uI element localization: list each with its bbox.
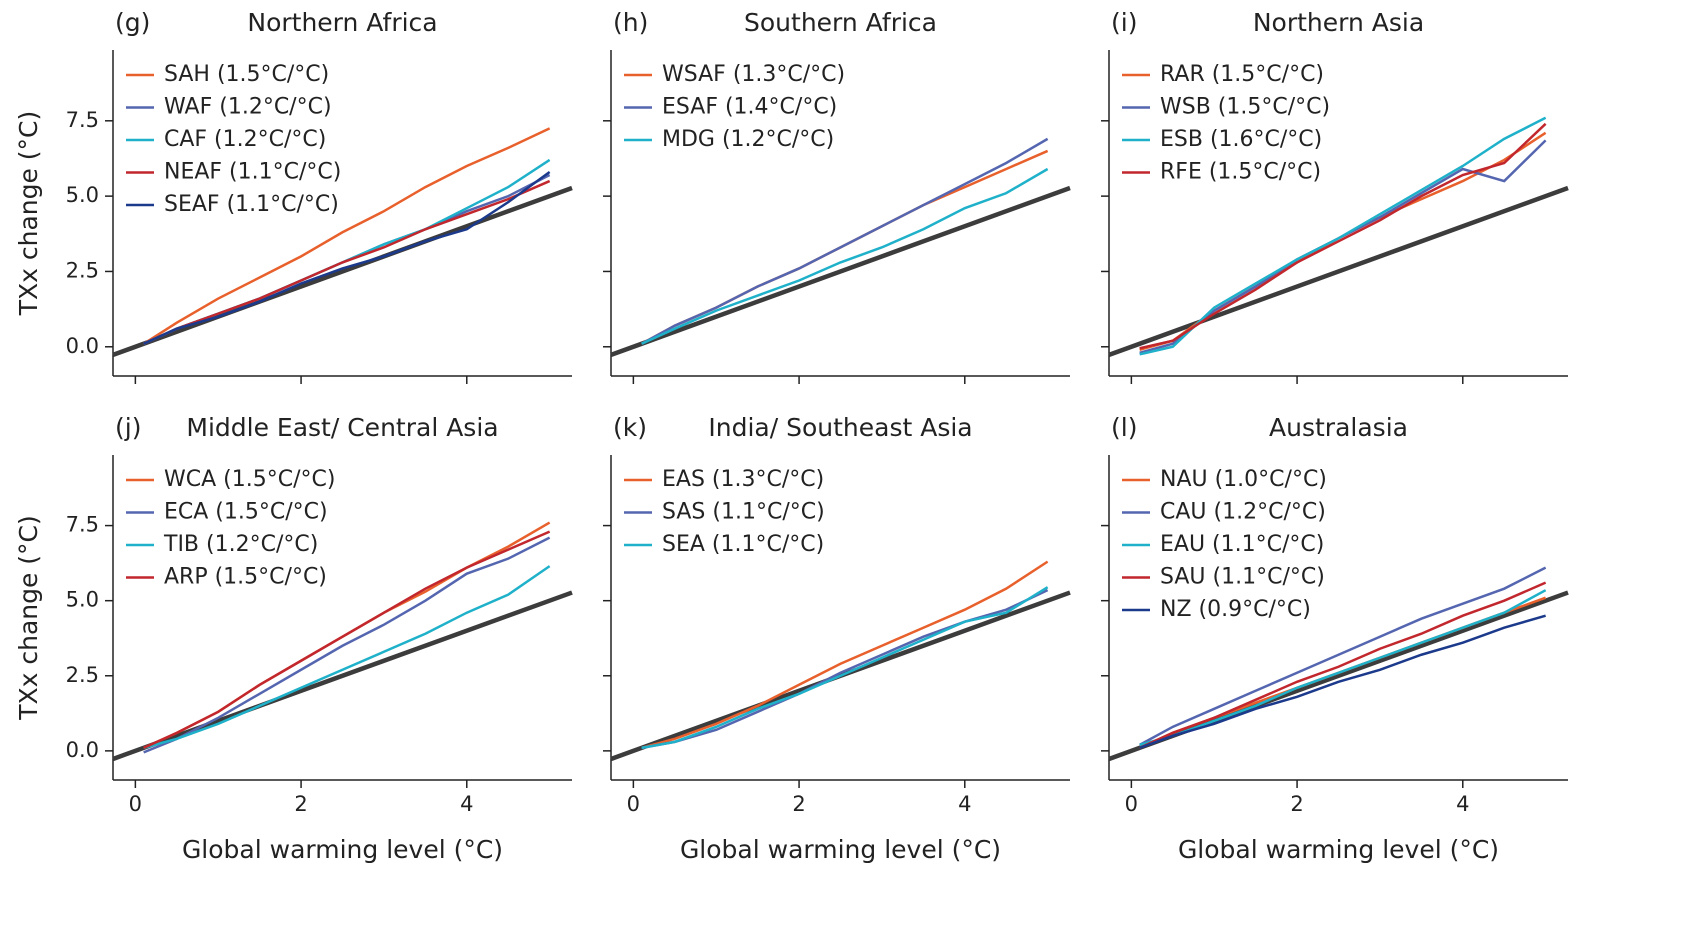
series-line — [143, 171, 551, 345]
legend-label: RAR (1.5°C/°C) — [1160, 62, 1324, 87]
x-tick-label: 2 — [294, 792, 307, 816]
x-tick-label: 0 — [627, 792, 640, 816]
series-line — [1139, 589, 1547, 747]
x-tick-label: 2 — [792, 792, 805, 816]
series-line — [143, 565, 551, 750]
x-axis-label: Global warming level (°C) — [1178, 835, 1499, 864]
legend-label: NEAF (1.1°C/°C) — [164, 160, 341, 185]
panel-title: Southern Africa — [744, 8, 937, 37]
legend-label: NZ (0.9°C/°C) — [1160, 597, 1311, 622]
legend-label: MDG (1.2°C/°C) — [662, 127, 834, 152]
panel-label: (k) — [613, 413, 647, 442]
series-line — [641, 586, 1049, 750]
reference-line — [112, 185, 573, 358]
reference-line — [610, 185, 1071, 358]
series-line — [1139, 581, 1547, 749]
panel-label: (g) — [115, 8, 150, 37]
legend-label: CAF (1.2°C/°C) — [164, 127, 326, 152]
series-line — [1139, 116, 1547, 356]
y-tick-label: 2.5 — [66, 663, 99, 687]
reference-line — [112, 590, 573, 762]
legend-label: EAU (1.1°C/°C) — [1160, 532, 1324, 557]
legend-label: ECA (1.5°C/°C) — [164, 500, 328, 525]
legend-label: ESAF (1.4°C/°C) — [662, 95, 837, 120]
legend-label: WAF (1.2°C/°C) — [164, 95, 332, 120]
panel-title: Middle East/ Central Asia — [186, 413, 498, 442]
y-tick-label: 0.0 — [66, 334, 99, 358]
legend-label: ARP (1.5°C/°C) — [164, 565, 327, 590]
legend-label: SAU (1.1°C/°C) — [1160, 565, 1325, 590]
x-tick-label: 0 — [1125, 792, 1138, 816]
series-line — [641, 167, 1049, 345]
series-line — [641, 560, 1049, 750]
y-tick-label: 2.5 — [66, 258, 99, 282]
y-axis-label: TXx change (°C) — [14, 111, 43, 317]
panel-label: (h) — [613, 8, 648, 37]
x-tick-label: 4 — [460, 792, 473, 816]
panel-title: India/ Southeast Asia — [708, 413, 972, 442]
x-axis-label: Global warming level (°C) — [680, 835, 1001, 864]
panel-label: (l) — [1111, 413, 1137, 442]
legend-label: WSB (1.5°C/°C) — [1160, 95, 1330, 120]
x-tick-label: 0 — [129, 792, 142, 816]
x-axis-label: Global warming level (°C) — [182, 835, 503, 864]
y-tick-label: 0.0 — [66, 738, 99, 762]
y-tick-label: 5.0 — [66, 588, 99, 612]
x-tick-label: 4 — [958, 792, 971, 816]
legend-label: SAS (1.1°C/°C) — [662, 500, 825, 525]
x-tick-label: 2 — [1290, 792, 1303, 816]
legend-label: EAS (1.3°C/°C) — [662, 467, 824, 492]
series-line — [641, 137, 1049, 345]
legend-label: SEAF (1.1°C/°C) — [164, 192, 339, 217]
y-tick-label: 7.5 — [66, 513, 99, 537]
series-line — [1139, 566, 1547, 746]
series-line — [143, 530, 551, 749]
series-line — [143, 158, 551, 345]
reference-line — [1108, 185, 1569, 358]
legend-label: SEA (1.1°C/°C) — [662, 532, 824, 557]
panel-label: (j) — [115, 413, 141, 442]
y-axis-label: TXx change (°C) — [14, 515, 43, 721]
legend-label: CAU (1.2°C/°C) — [1160, 500, 1326, 525]
panel-label: (i) — [1111, 8, 1137, 37]
legend-label: SAH (1.5°C/°C) — [164, 62, 329, 87]
panel-title: Northern Asia — [1253, 8, 1424, 37]
legend-label: ESB (1.6°C/°C) — [1160, 127, 1322, 152]
y-tick-label: 7.5 — [66, 108, 99, 132]
y-tick-label: 5.0 — [66, 183, 99, 207]
legend-label: WSAF (1.3°C/°C) — [662, 62, 845, 87]
series-line — [143, 536, 551, 754]
series-line — [1139, 122, 1547, 350]
series-line — [1139, 614, 1546, 750]
series-line — [143, 179, 551, 345]
legend-label: NAU (1.0°C/°C) — [1160, 467, 1327, 492]
legend-label: TIB (1.2°C/°C) — [163, 532, 318, 557]
legend-label: WCA (1.5°C/°C) — [164, 467, 335, 492]
legend-label: RFE (1.5°C/°C) — [1160, 160, 1321, 185]
series-line — [142, 127, 551, 345]
panel-title: Northern Africa — [247, 8, 437, 37]
x-tick-label: 4 — [1456, 792, 1469, 816]
panel-title: Australasia — [1269, 413, 1408, 442]
